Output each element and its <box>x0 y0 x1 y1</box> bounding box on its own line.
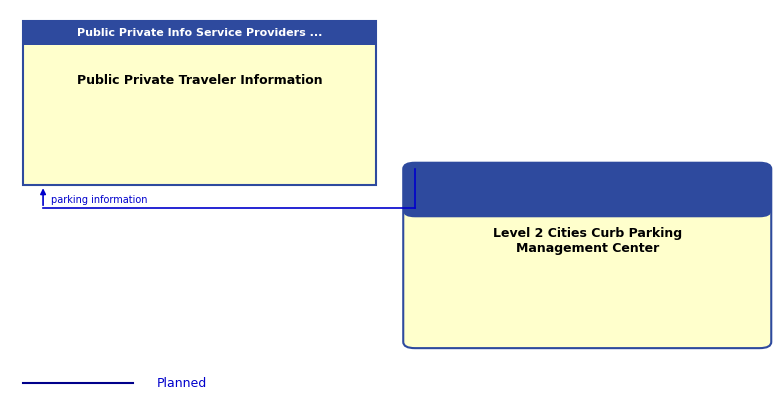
Text: Public Private Info Service Providers ...: Public Private Info Service Providers ..… <box>77 28 323 38</box>
Text: Planned: Planned <box>157 377 207 390</box>
Bar <box>419 192 756 211</box>
FancyBboxPatch shape <box>403 163 771 348</box>
Text: parking information: parking information <box>51 195 147 205</box>
Text: Public Private Traveler Information: Public Private Traveler Information <box>77 74 323 87</box>
Bar <box>23 21 376 185</box>
FancyBboxPatch shape <box>403 163 771 217</box>
Text: Level 2 Cities Curb Parking
Management Center: Level 2 Cities Curb Parking Management C… <box>493 227 682 255</box>
Bar <box>23 21 376 45</box>
